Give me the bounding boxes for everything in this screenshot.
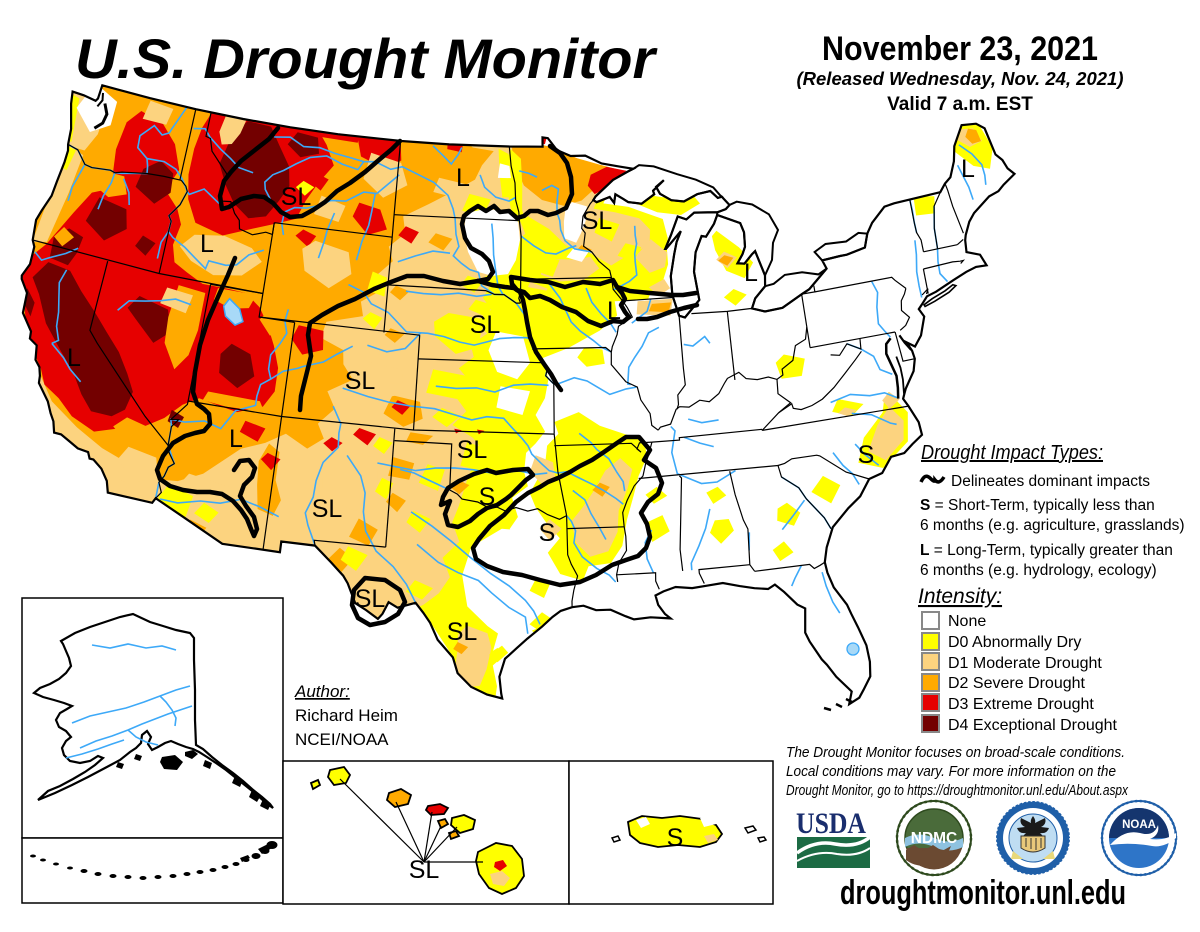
svg-text:L: L bbox=[200, 230, 214, 258]
svg-text:NCEI/NOAA: NCEI/NOAA bbox=[295, 730, 389, 749]
svg-text:S: S bbox=[667, 824, 684, 852]
svg-text:6 months (e.g. hydrology, ecol: 6 months (e.g. hydrology, ecology) bbox=[920, 562, 1157, 579]
svg-text:D2 Severe Drought: D2 Severe Drought bbox=[948, 675, 1086, 692]
svg-text:NDMC: NDMC bbox=[911, 830, 958, 847]
svg-text:S = Short-Term, typically less: S = Short-Term, typically less than bbox=[920, 497, 1155, 514]
svg-text:Local conditions may vary. For: Local conditions may vary. For more info… bbox=[786, 764, 1116, 780]
svg-text:D4 Exceptional Drought: D4 Exceptional Drought bbox=[948, 717, 1118, 734]
svg-text:November 23, 2021: November 23, 2021 bbox=[822, 30, 1098, 68]
svg-text:None: None bbox=[948, 613, 986, 630]
svg-text:L: L bbox=[229, 425, 243, 453]
svg-text:SL: SL bbox=[457, 436, 488, 464]
svg-text:D3 Extreme Drought: D3 Extreme Drought bbox=[948, 696, 1094, 713]
svg-text:L: L bbox=[67, 344, 81, 372]
svg-text:6 months (e.g. agriculture, gr: 6 months (e.g. agriculture, grasslands) bbox=[920, 517, 1184, 534]
svg-text:SL: SL bbox=[312, 495, 343, 523]
svg-text:L: L bbox=[961, 155, 975, 183]
svg-text:L = Long-Term, typically great: L = Long-Term, typically greater than bbox=[920, 542, 1173, 559]
svg-text:SL: SL bbox=[281, 183, 312, 211]
svg-text:U.S. Drought Monitor: U.S. Drought Monitor bbox=[75, 27, 658, 90]
svg-text:S: S bbox=[539, 519, 556, 547]
svg-text:Author:: Author: bbox=[294, 682, 350, 701]
svg-text:L: L bbox=[456, 164, 470, 192]
svg-text:L: L bbox=[607, 297, 621, 325]
svg-text:S: S bbox=[479, 483, 496, 511]
svg-text:SL: SL bbox=[355, 585, 386, 613]
svg-text:SL: SL bbox=[582, 207, 613, 235]
svg-text:Drought Monitor, go to https:/: Drought Monitor, go to https://droughtmo… bbox=[786, 783, 1128, 799]
svg-text:D0 Abnormally Dry: D0 Abnormally Dry bbox=[948, 634, 1081, 651]
svg-text:SL: SL bbox=[409, 856, 440, 884]
svg-text:SL: SL bbox=[470, 311, 501, 339]
svg-text:NOAA: NOAA bbox=[1122, 819, 1156, 831]
svg-text:USDA: USDA bbox=[796, 807, 866, 840]
svg-text:SL: SL bbox=[345, 367, 376, 395]
svg-text:The Drought Monitor focuses on: The Drought Monitor focuses on broad-sca… bbox=[786, 745, 1125, 761]
svg-text:Valid 7 a.m. EST: Valid 7 a.m. EST bbox=[887, 94, 1033, 115]
svg-text:Delineates dominant impacts: Delineates dominant impacts bbox=[951, 473, 1150, 490]
svg-text:Intensity:: Intensity: bbox=[918, 585, 1002, 608]
svg-text:Drought Impact Types:: Drought Impact Types: bbox=[921, 442, 1103, 464]
svg-text:L: L bbox=[744, 259, 758, 287]
svg-text:D1 Moderate Drought: D1 Moderate Drought bbox=[948, 655, 1102, 672]
svg-text:SL: SL bbox=[447, 618, 478, 646]
svg-text:droughtmonitor.unl.edu: droughtmonitor.unl.edu bbox=[840, 874, 1126, 912]
svg-text:(Released Wednesday, Nov. 24,: (Released Wednesday, Nov. 24, 2021) bbox=[797, 68, 1124, 89]
svg-text:Richard Heim: Richard Heim bbox=[295, 706, 398, 725]
svg-text:S: S bbox=[858, 441, 875, 469]
